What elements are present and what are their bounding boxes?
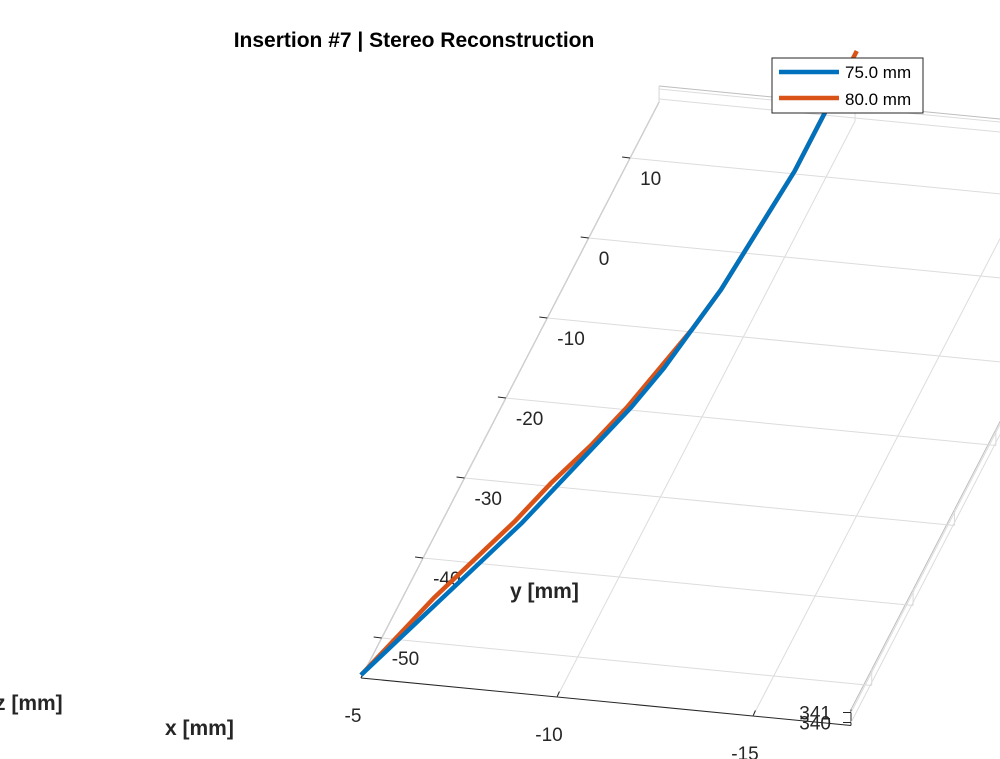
x-tick-label: -10 [535,725,562,746]
y-grid-line [630,157,1000,195]
y-grid-line [423,557,914,606]
x-tick-label: -15 [731,744,758,759]
y-tick-label: -30 [475,489,502,510]
x-grid-line [360,101,660,679]
back-edge [850,420,1000,710]
x-tick-label: -5 [345,706,362,727]
y-tick-mark [456,476,465,479]
x-tick-mark [752,710,756,717]
y-tick-label: -50 [392,649,419,670]
z-grid-line [850,423,1000,713]
y-tick-label: 10 [640,169,661,190]
axes-box [360,85,1000,726]
y-tick-label: -10 [557,329,584,350]
grid-lines [360,86,1000,723]
x-grid-line [752,237,1000,717]
z-tick-label: 340 [799,714,831,735]
y-grid-line [381,637,872,686]
y-tick-label: 0 [599,249,610,270]
y-tick-mark [580,236,589,239]
y-tick-mark [622,156,631,159]
legend-box [771,57,924,114]
y-axis-label: y [mm] [510,580,579,603]
series-line-1 [359,89,839,677]
y-tick-mark [373,636,382,639]
y-grid-line [547,317,1000,363]
z-grid-line [850,433,1000,723]
x-axis-line [360,677,852,726]
y-tick-mark [415,556,424,559]
y-tick-mark [539,316,548,319]
z-tick-label: 341 [799,704,831,725]
y-tick-mark [497,396,506,399]
series-layer [359,49,859,677]
x-axis-label: x [mm] [165,717,234,740]
y-grid-line [464,477,955,526]
legend-label-1: 75.0 mm [845,63,911,82]
x-tick-mark [556,691,560,698]
legend-label-2: 80.0 mm [845,90,911,109]
legend[interactable]: 75.0 mm 80.0 mm [771,57,924,114]
tick-marks [360,156,851,723]
x-grid-line [556,120,856,698]
y-grid-line [505,397,996,446]
y-grid-line [588,237,1000,279]
z-grid-line [659,98,1000,133]
y-tick-label: -20 [516,409,543,430]
chart-title: Insertion #7 | Stereo Reconstruction [234,29,595,52]
z-axis-label: z [mm] [0,692,63,715]
